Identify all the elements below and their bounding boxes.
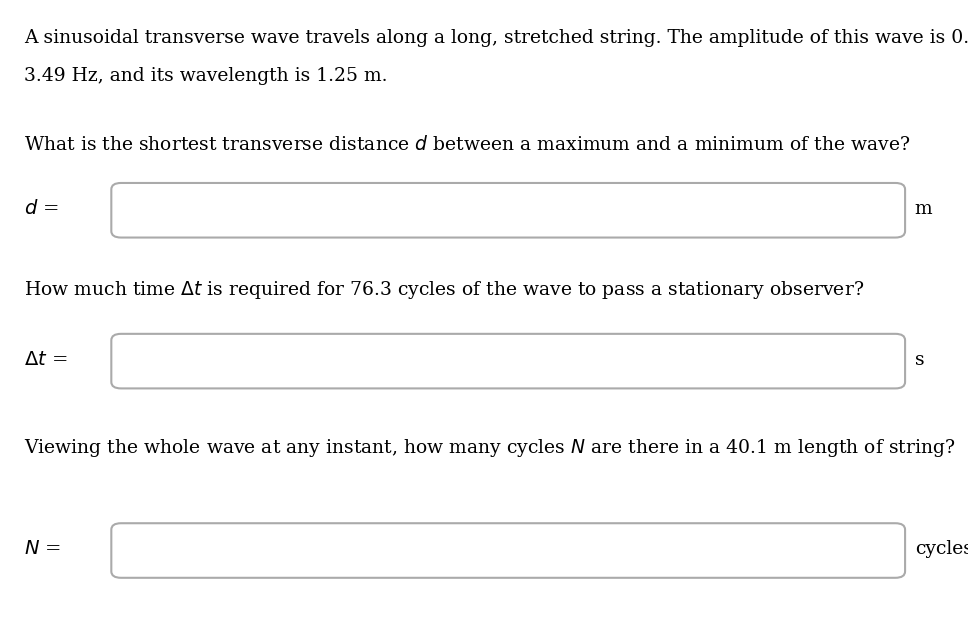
Text: $N$ =: $N$ = bbox=[24, 540, 61, 558]
Text: s: s bbox=[915, 351, 924, 369]
Text: Viewing the whole wave at any instant, how many cycles $N$ are there in a 40.1 m: Viewing the whole wave at any instant, h… bbox=[24, 437, 955, 458]
Text: A sinusoidal transverse wave travels along a long, stretched string. The amplitu: A sinusoidal transverse wave travels alo… bbox=[24, 29, 968, 47]
FancyBboxPatch shape bbox=[111, 523, 905, 578]
Text: What is the shortest transverse distance $d$ between a maximum and a minimum of : What is the shortest transverse distance… bbox=[24, 135, 911, 154]
FancyBboxPatch shape bbox=[111, 183, 905, 238]
FancyBboxPatch shape bbox=[111, 334, 905, 388]
Text: 3.49 Hz, and its wavelength is 1.25 m.: 3.49 Hz, and its wavelength is 1.25 m. bbox=[24, 67, 388, 85]
Text: cycles: cycles bbox=[915, 540, 968, 558]
Text: $\Delta t$ =: $\Delta t$ = bbox=[24, 351, 68, 369]
Text: m: m bbox=[915, 200, 932, 218]
Text: $d$ =: $d$ = bbox=[24, 199, 59, 218]
Text: How much time $\Delta t$ is required for 76.3 cycles of the wave to pass a stati: How much time $\Delta t$ is required for… bbox=[24, 279, 864, 301]
